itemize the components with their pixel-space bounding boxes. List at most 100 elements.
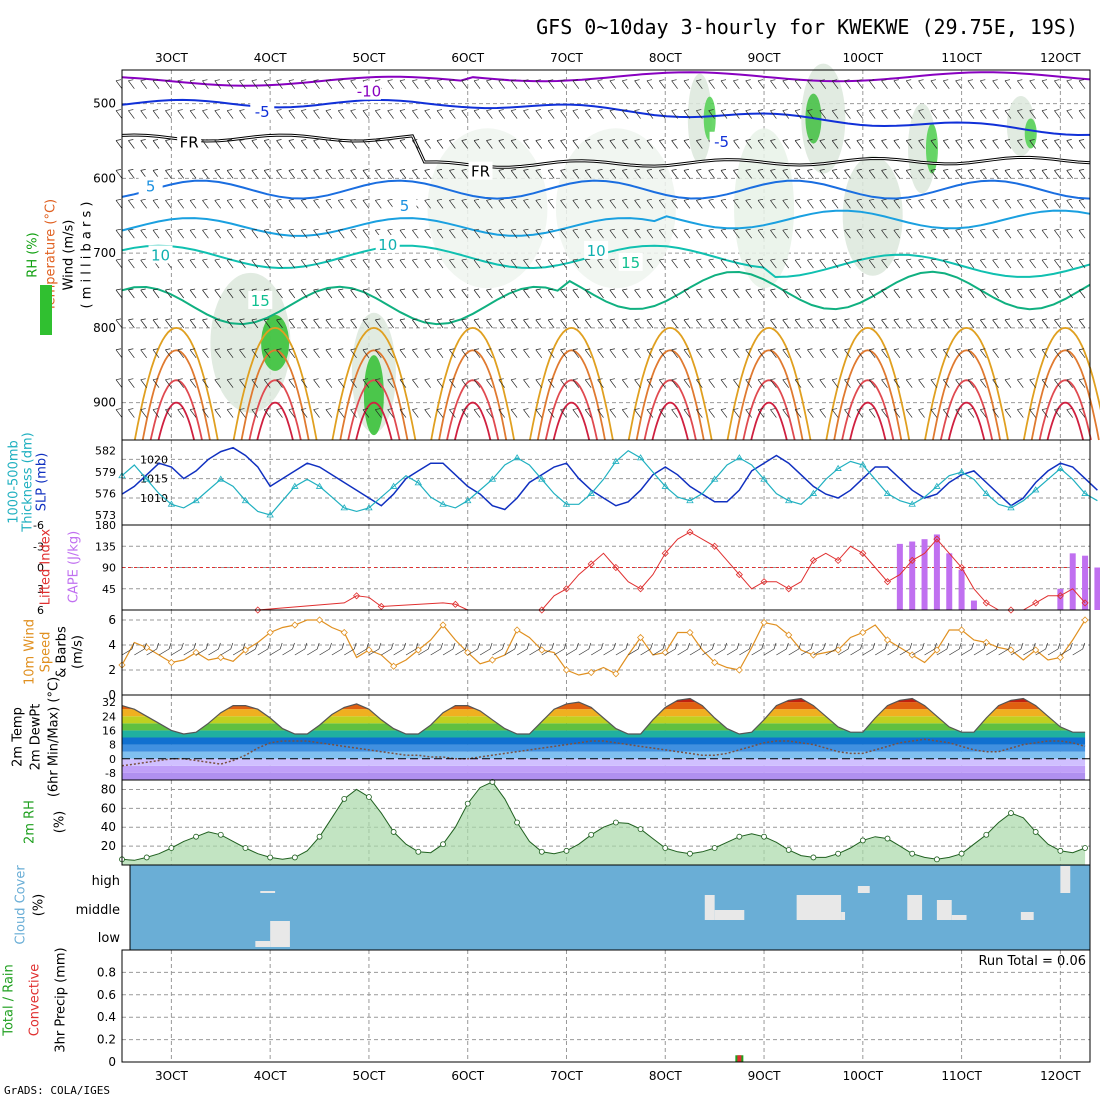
wind-barb: [881, 378, 888, 388]
wind-barb: [461, 378, 468, 388]
wind-barb: [1017, 378, 1024, 388]
wind-barb: [486, 228, 493, 239]
wind-barb: [560, 318, 567, 329]
wind-barb: [128, 109, 135, 119]
wind-barb: [609, 109, 617, 119]
surface-wind-barb: [1047, 642, 1061, 656]
wind-barb: [868, 408, 876, 418]
temp-tick-label: 0: [109, 753, 116, 766]
wind-barb: [905, 79, 913, 89]
bottom-tick-label: 6OCT: [451, 1069, 484, 1083]
wind-barb: [609, 139, 617, 149]
wind-barb: [473, 348, 481, 358]
top-tick-label: 7OCT: [550, 51, 583, 65]
wind-barb: [844, 198, 851, 209]
wind-barb: [1004, 258, 1012, 269]
wind-barb: [733, 198, 740, 209]
cape-tick-label: 180: [95, 519, 116, 532]
wind-barb: [486, 139, 493, 149]
cape-bar: [921, 539, 928, 610]
wind-barb: [375, 408, 382, 418]
wind-barb: [473, 228, 481, 239]
wind-barb: [918, 378, 925, 388]
top-tick-label: 12OCT: [1040, 51, 1081, 65]
wind-barb: [1041, 198, 1049, 209]
wind-barb: [831, 408, 839, 418]
surface-wind-barb: [998, 642, 1011, 656]
thickness-marker: [192, 496, 200, 504]
wind-barb: [226, 258, 234, 269]
surface-wind-barb: [800, 642, 814, 656]
wind-barb: [473, 408, 481, 418]
wind-barb: [128, 258, 135, 269]
thickness-marker: [439, 500, 447, 507]
wind-barb: [424, 288, 431, 299]
temp-tick-label: -8: [105, 767, 116, 780]
contour-label-bg: [177, 132, 202, 151]
wind-barb: [733, 348, 740, 358]
wind-barb: [992, 318, 999, 329]
wind-barb: [782, 258, 790, 269]
wind-barb: [214, 318, 222, 329]
wind-barb: [807, 378, 814, 388]
wind-barb: [782, 169, 790, 179]
wind-barb: [1078, 228, 1086, 239]
cape-bar: [970, 600, 977, 610]
wind-barb: [671, 348, 678, 358]
surface-wind-barb: [739, 642, 752, 656]
wind-barb: [202, 378, 209, 388]
surface-wind-barb: [961, 642, 974, 656]
wind-barb: [683, 169, 691, 179]
wind-barb: [794, 228, 802, 239]
wind-barb: [980, 348, 987, 358]
wind-barb: [325, 139, 333, 149]
wind-barb: [621, 318, 629, 329]
wind-barb: [733, 288, 740, 299]
wind-barb: [1054, 169, 1061, 179]
y-axis-label: Temperature (°C): [44, 199, 59, 312]
wind-barb: [831, 228, 839, 239]
wind-barb: [300, 228, 308, 239]
wind-barb: [918, 318, 925, 329]
wind-barb: [362, 378, 370, 388]
wind-barb: [905, 258, 913, 269]
wind-barb: [634, 408, 641, 418]
wind-barb: [609, 408, 617, 418]
wind-barb: [535, 198, 543, 209]
surface-wind-barb: [702, 642, 715, 656]
top-tick-label: 4OCT: [254, 51, 287, 65]
thickness-marker: [464, 496, 472, 504]
wind-barb: [671, 169, 678, 179]
wind-barb: [757, 79, 765, 89]
cape-bar: [1082, 555, 1089, 610]
wind-barb: [881, 228, 888, 239]
wind-barb: [634, 228, 641, 239]
li-marker: [451, 600, 459, 608]
li-tick-label: -6: [33, 519, 44, 532]
wind-barb: [1041, 79, 1049, 89]
surface-wind-barb: [689, 642, 703, 656]
wind-barb: [399, 109, 407, 119]
wind-barb: [337, 258, 345, 269]
wind-barb: [547, 109, 555, 119]
wind-barb: [337, 318, 345, 329]
wind-barb: [807, 408, 814, 418]
wind-barb: [720, 408, 728, 418]
wind-barb: [189, 408, 197, 418]
wind-barb: [597, 318, 604, 329]
surface-wind-barb: [430, 642, 444, 656]
wind-barb: [918, 258, 925, 269]
wind-barb: [893, 109, 901, 119]
wind-barb: [955, 139, 962, 149]
wind-barb: [597, 228, 604, 239]
wind-barb: [165, 79, 172, 89]
wind-barb: [658, 408, 666, 418]
wind-barb: [461, 198, 468, 209]
wind-barb: [1054, 79, 1061, 89]
wind-barb: [128, 169, 135, 179]
wind-barb: [239, 139, 246, 149]
wind-barb: [819, 408, 827, 418]
wind-barb: [473, 79, 481, 89]
wind-barb: [584, 198, 592, 209]
wind-barb: [263, 348, 271, 358]
